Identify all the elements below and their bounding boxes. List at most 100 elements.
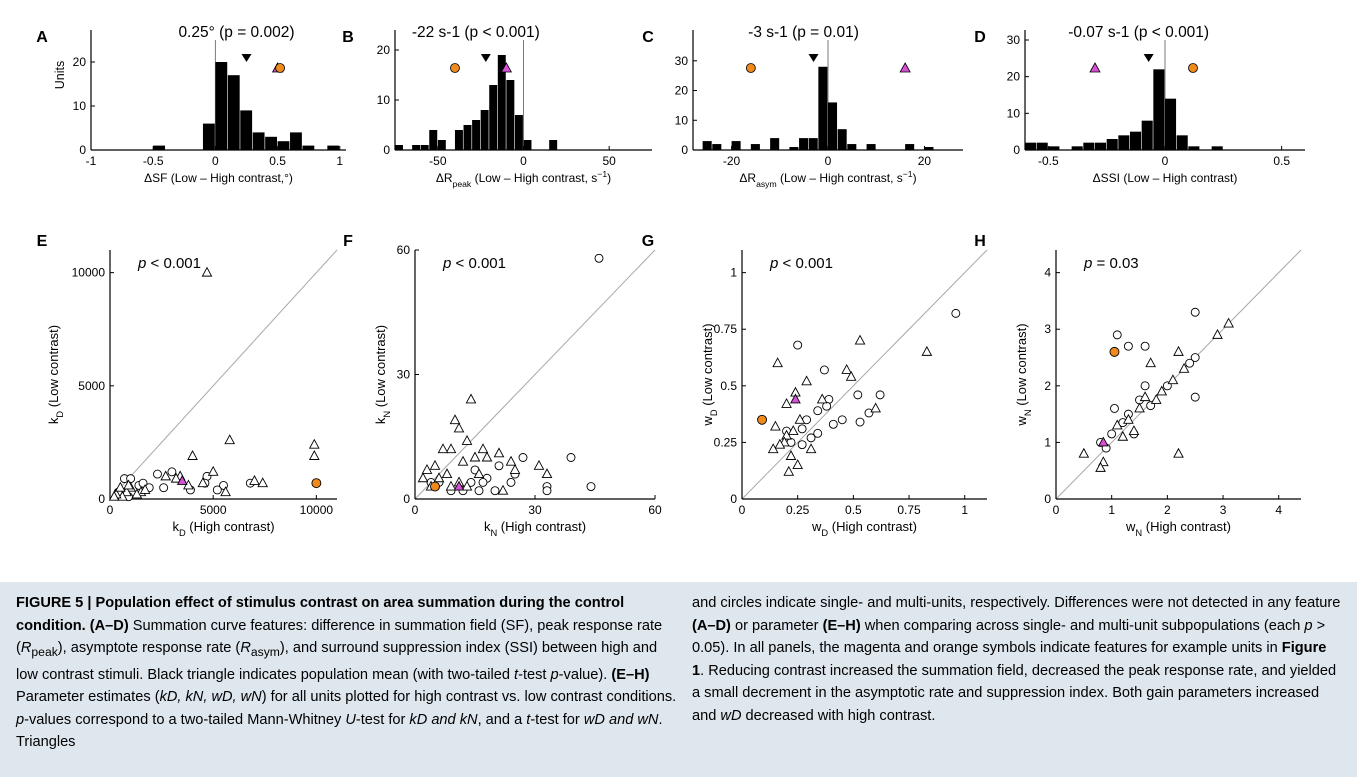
single-unit-point — [774, 438, 786, 449]
multi-unit-point — [478, 477, 488, 487]
single-unit-point — [1223, 317, 1234, 328]
multi-unit-point — [837, 415, 847, 425]
caption-figure-link[interactable]: Figure 1 — [692, 640, 1327, 679]
y-tick-label: 60 — [397, 243, 411, 257]
single-unit-point — [224, 434, 236, 445]
x-axis-label-part: asym — [756, 179, 777, 189]
single-unit-point — [473, 468, 485, 479]
multi-unit-point — [855, 417, 865, 427]
multi-unit-point — [951, 308, 961, 318]
multi-unit-point — [1190, 392, 1200, 402]
single-unit-point — [1173, 447, 1184, 458]
single-unit-point — [308, 438, 320, 449]
x-tick-label: 0 — [739, 503, 746, 517]
histogram-panel-b: -50 0 50 0 10 20 -22 s-1 (p < 0.001) B ΔRpeak (L… — [342, 24, 652, 189]
single-unit-point — [220, 486, 231, 497]
histogram-bar — [1036, 142, 1048, 150]
y-axis-label-part: N — [1023, 409, 1033, 416]
histogram-bar — [265, 136, 277, 150]
single-unit-point — [197, 477, 209, 488]
y-tick-label: 0 — [1044, 492, 1051, 506]
x-tick-label: 0 — [212, 154, 219, 168]
y-axis-label-part: w — [1014, 416, 1029, 427]
x-tick-label: 60 — [648, 503, 662, 517]
histogram-bar — [702, 141, 712, 150]
histogram-bar — [1141, 120, 1153, 150]
single-unit-point — [1095, 461, 1106, 472]
caption-paragraph-right: and circles indicate single- and multi-u… — [692, 592, 1342, 728]
orange-example-unit-point — [757, 414, 767, 425]
x-axis-label-part: N — [1135, 528, 1142, 538]
x-tick-label: -50 — [429, 154, 447, 168]
y-tick-label: 10000 — [72, 266, 106, 280]
caption-symbol: R — [20, 640, 32, 657]
x-tick-label: -0.5 — [1038, 154, 1059, 168]
y-tick-label: 0 — [403, 492, 410, 506]
y-tick-label: 0 — [383, 143, 390, 157]
x-tick-label: 1 — [961, 503, 968, 517]
single-unit-point — [207, 465, 219, 476]
single-unit-point — [1156, 385, 1168, 396]
panel-statistic-annotation-part: = 0.03 — [1092, 255, 1138, 272]
single-unit-point — [114, 481, 126, 492]
y-axis-label-part: D — [709, 409, 719, 416]
magenta-example-unit-point — [1097, 436, 1109, 447]
histogram-bar — [828, 102, 838, 150]
y-axis-label-part: N — [382, 411, 392, 418]
caption-symbol: p — [1304, 617, 1313, 634]
histogram-bar — [429, 130, 438, 150]
panel-statistic-annotation: -0.07 s-1 (p < 0.001) — [1068, 24, 1209, 41]
caption-text: -value). — [558, 666, 612, 683]
histogram-panel-d: -0.5 0 0.5 0 10 20 30 -0.07 s-1 (p < 0.001) D ΔSS… — [974, 24, 1305, 185]
caption-text: ), and surround suppression index (SSI) … — [16, 640, 658, 683]
x-axis-label-part: ΔR — [739, 171, 756, 185]
histogram-bar — [905, 144, 915, 150]
single-unit-point — [445, 480, 457, 491]
single-unit-point — [257, 477, 269, 488]
x-axis-label: kN (High contrast) — [484, 519, 586, 538]
histogram-bar — [463, 125, 472, 150]
caption-text: -test — [518, 666, 551, 683]
multi-unit-point — [875, 390, 885, 400]
y-tick-label: 1 — [730, 266, 737, 280]
y-tick-label: 0 — [730, 492, 737, 506]
single-unit-point — [845, 370, 857, 381]
histogram-bar — [1165, 98, 1177, 150]
single-unit-point — [123, 479, 134, 490]
histogram-bar — [837, 129, 847, 150]
x-tick-label: 0.5 — [269, 154, 286, 168]
multi-unit-point — [797, 440, 807, 450]
x-tick-label: -20 — [723, 154, 741, 168]
caption-text: -test for — [355, 711, 410, 728]
single-unit-point — [308, 450, 320, 460]
x-axis-label: kD (High contrast) — [172, 519, 274, 538]
multi-unit-point — [1185, 358, 1195, 368]
x-tick-label: -0.5 — [143, 154, 164, 168]
histogram-bar — [789, 147, 799, 150]
single-unit-point — [770, 420, 781, 431]
orange-example-unit-marker — [745, 63, 756, 73]
y-axis-label: wD (Low contrast) — [700, 323, 719, 426]
histogram-bar — [153, 145, 166, 150]
orange-example-unit-point — [1109, 346, 1120, 357]
caption-text: ) for all units plotted for high contras… — [261, 689, 677, 706]
population-mean-marker — [808, 54, 819, 62]
histogram-bar — [395, 145, 403, 150]
single-unit-point — [1145, 357, 1157, 368]
single-unit-point — [453, 422, 465, 433]
multi-unit-point — [864, 408, 874, 418]
single-unit-point — [437, 443, 449, 454]
x-tick-label: 0 — [107, 503, 114, 517]
single-unit-point — [160, 470, 172, 481]
single-unit-point — [469, 451, 481, 462]
x-axis-label: ΔRpeak (Low – High contrast, s−1) — [436, 169, 611, 189]
single-unit-point — [1134, 402, 1145, 413]
single-unit-point — [505, 455, 517, 466]
y-tick-label: 10 — [675, 113, 689, 127]
y-tick-label: 0 — [79, 143, 86, 157]
x-tick-label: 20 — [918, 154, 932, 168]
x-axis-label-part: ΔR — [436, 171, 453, 185]
histogram-bar — [866, 144, 876, 150]
